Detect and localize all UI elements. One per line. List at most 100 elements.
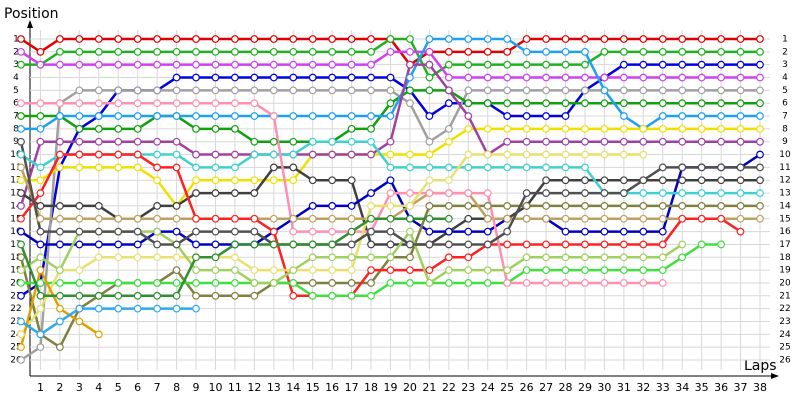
lap-marker — [600, 86, 609, 95]
lap-marker — [756, 112, 764, 120]
lap-marker — [619, 99, 628, 108]
lap-marker — [172, 279, 181, 287]
lap-marker — [269, 279, 278, 287]
lap-marker — [444, 279, 453, 287]
lap-marker — [425, 35, 434, 43]
lap-marker — [211, 291, 220, 300]
lap-marker — [444, 73, 453, 82]
lap-marker — [542, 150, 550, 159]
lap-marker — [347, 86, 356, 95]
lap-marker — [36, 291, 45, 300]
lap-marker — [289, 227, 298, 236]
lap-marker — [250, 214, 259, 223]
lap-marker — [561, 279, 570, 287]
lap-marker — [658, 35, 667, 43]
lap-marker — [581, 227, 589, 236]
lap-marker — [94, 163, 103, 172]
lap-marker — [600, 279, 609, 287]
lap-marker — [36, 279, 45, 287]
lap-marker — [172, 253, 181, 262]
y-tick-label-right: 25 — [779, 343, 790, 353]
lap-marker — [231, 35, 239, 43]
lap-marker — [561, 137, 570, 146]
lap-marker — [55, 343, 64, 352]
lap-marker — [328, 73, 337, 82]
lap-marker — [639, 73, 648, 82]
lap-marker — [250, 266, 259, 275]
lap-marker — [444, 227, 453, 236]
lap-marker — [55, 35, 64, 43]
lap-marker — [639, 60, 648, 69]
lap-marker — [75, 35, 84, 43]
lap-marker — [250, 227, 259, 236]
lap-marker — [269, 150, 278, 159]
lap-marker — [406, 60, 414, 69]
lap-marker — [36, 112, 45, 120]
lap-marker — [639, 150, 648, 159]
x-tick-label: 36 — [714, 381, 728, 394]
lap-marker — [464, 266, 473, 275]
x-tick-label: 2 — [56, 381, 63, 394]
lap-marker — [561, 86, 570, 95]
lap-marker — [250, 112, 259, 120]
lap-marker — [269, 163, 278, 172]
lap-marker — [172, 240, 181, 249]
lap-marker — [347, 253, 356, 262]
lap-marker — [464, 86, 473, 95]
lap-marker — [114, 240, 123, 249]
lap-marker — [678, 137, 687, 146]
lap-marker — [658, 176, 667, 185]
lap-marker — [561, 35, 570, 43]
y-tick-label: 23 — [10, 317, 21, 327]
lap-marker — [464, 279, 473, 287]
y-tick-label: 4 — [13, 73, 19, 83]
y-tick-label: 11 — [10, 163, 21, 173]
lap-marker — [600, 266, 609, 275]
lap-marker — [386, 112, 395, 120]
lap-marker — [658, 189, 667, 197]
lap-marker — [328, 202, 337, 210]
lap-marker — [678, 99, 687, 108]
lap-marker — [347, 112, 356, 120]
lap-marker — [308, 253, 317, 262]
lap-marker — [211, 73, 220, 82]
lap-marker — [503, 137, 512, 146]
lap-marker — [250, 35, 259, 43]
x-tick-label: 12 — [247, 381, 261, 394]
lap-marker — [172, 291, 181, 300]
lap-marker — [308, 291, 317, 300]
lap-marker — [250, 279, 259, 287]
lap-marker — [153, 240, 162, 249]
lap-marker — [619, 86, 628, 95]
lap-marker — [36, 176, 45, 185]
lap-marker — [269, 227, 278, 236]
lap-marker — [308, 60, 317, 69]
lap-marker — [289, 112, 298, 120]
lap-marker — [211, 176, 220, 185]
lap-marker — [522, 73, 531, 82]
lap-marker — [211, 86, 220, 95]
x-tick-label: 10 — [208, 381, 222, 394]
lap-marker — [658, 124, 667, 133]
lap-marker — [211, 47, 220, 56]
lap-marker — [483, 47, 492, 56]
lap-marker — [172, 99, 181, 108]
lap-marker — [717, 86, 726, 95]
lap-marker — [211, 124, 220, 133]
lap-marker — [17, 253, 25, 262]
lap-marker — [17, 176, 25, 185]
lap-marker — [619, 150, 628, 159]
lap-marker — [94, 150, 103, 159]
lap-marker — [522, 266, 531, 275]
lap-marker — [55, 291, 64, 300]
y-tick-label: 6 — [13, 99, 19, 109]
lap-marker — [386, 227, 395, 236]
x-tick-label: 34 — [675, 381, 689, 394]
lap-marker — [347, 47, 356, 56]
lap-marker — [289, 214, 298, 223]
lap-marker — [269, 86, 278, 95]
lap-marker — [581, 35, 589, 43]
x-tick-label: 38 — [753, 381, 767, 394]
lap-marker — [75, 86, 84, 95]
lap-marker — [658, 202, 667, 210]
